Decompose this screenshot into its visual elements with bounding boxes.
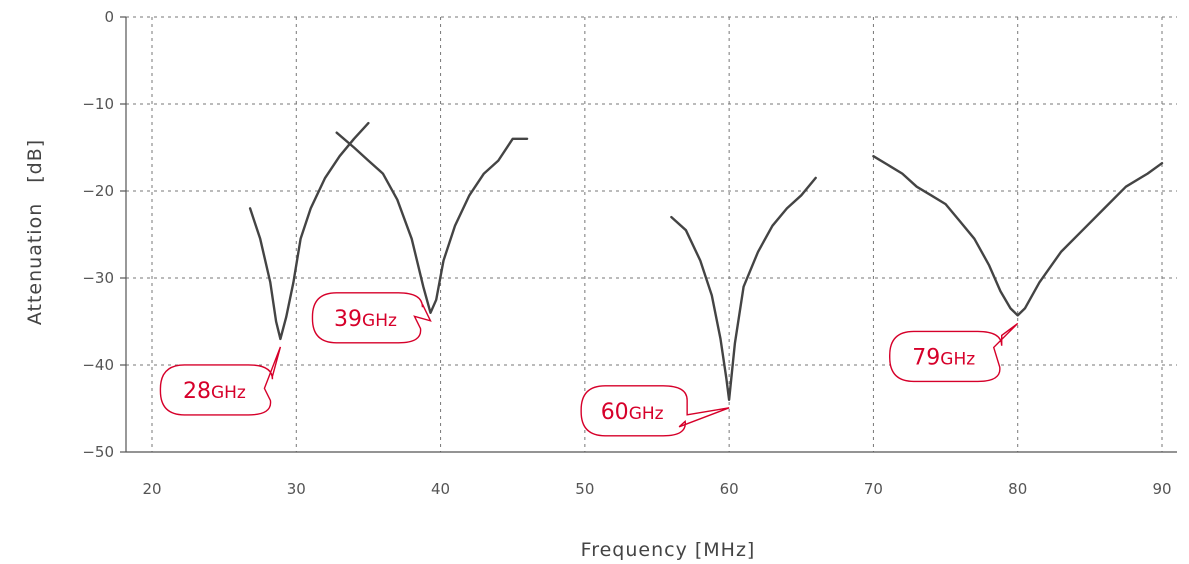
y-tick-label: 0 [104, 8, 114, 26]
callout-number: 60 [601, 400, 629, 425]
y-axis-title: Attenuation [dB] [24, 139, 46, 325]
series-line [248, 121, 370, 341]
callout-label: 39GHz [334, 307, 397, 332]
axes [125, 17, 1177, 453]
callout-bubble [159, 346, 282, 416]
callout-bubble [580, 385, 730, 437]
y-tick-labels: 0 −10 −20 −30 −40 −50 [82, 8, 126, 461]
callout-28ghz: 28GHz [159, 346, 282, 416]
callout-unit: GHz [940, 349, 975, 369]
x-tick-label: 80 [1008, 480, 1027, 498]
callout-unit: GHz [362, 311, 397, 331]
y-tick-label: −10 [82, 95, 114, 113]
series-line [335, 131, 529, 314]
x-tick-label: 30 [287, 480, 306, 498]
callout-unit: GHz [211, 383, 246, 403]
y-tick-label: −40 [82, 356, 114, 374]
x-tick-label: 90 [1152, 480, 1171, 498]
x-axis-title: Frequency [MHz] [581, 539, 756, 561]
callout-39ghz: 39GHz [311, 292, 432, 344]
series-line [670, 176, 817, 401]
x-tick-label: 20 [142, 480, 161, 498]
callout-number: 28 [183, 379, 211, 404]
x-tick-label: 50 [575, 480, 594, 498]
x-tick-label: 70 [864, 480, 883, 498]
y-tick-label: −20 [82, 182, 114, 200]
callout-number: 79 [912, 345, 940, 370]
callout-label: 60GHz [601, 400, 664, 425]
x-tick-label: 60 [720, 480, 739, 498]
y-tick-label: −30 [82, 269, 114, 287]
callout-bubble [889, 322, 1019, 383]
callout-number: 39 [334, 307, 362, 332]
callout-60ghz: 60GHz [580, 385, 730, 437]
callout-bubble [311, 292, 432, 344]
series-group [248, 121, 1164, 401]
callout-label: 28GHz [183, 379, 246, 404]
y-tick-label: −50 [82, 443, 114, 461]
x-tick-label: 40 [431, 480, 450, 498]
callout-79ghz: 79GHz [889, 322, 1019, 383]
series-line [872, 154, 1164, 317]
grid [126, 16, 1177, 452]
callout-unit: GHz [629, 404, 664, 424]
callout-label: 79GHz [912, 345, 975, 370]
x-tick-labels: 20 30 40 50 60 70 80 90 [142, 480, 1171, 498]
